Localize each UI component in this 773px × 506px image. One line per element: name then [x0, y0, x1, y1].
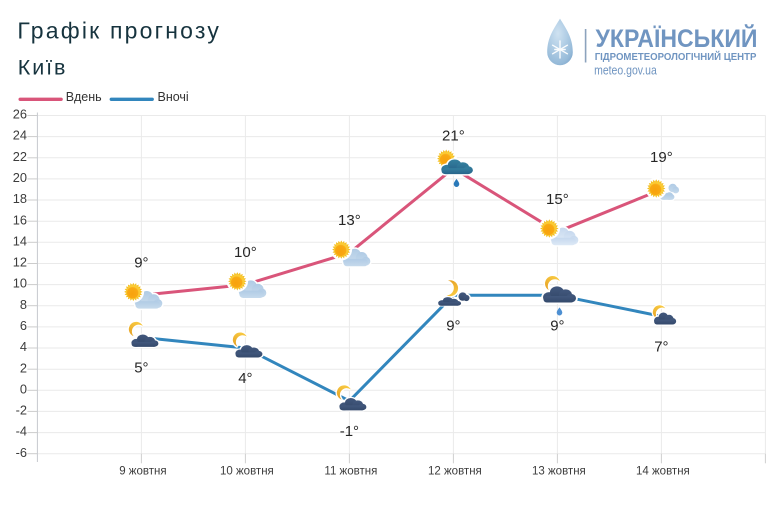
svg-text:14 жовтня: 14 жовтня	[636, 466, 690, 478]
svg-text:14: 14	[13, 233, 27, 248]
svg-text:9°: 9°	[134, 255, 148, 272]
svg-text:Київ: Київ	[18, 56, 68, 80]
svg-text:15°: 15°	[546, 191, 569, 208]
svg-text:Графік прогнозу: Графік прогнозу	[17, 18, 221, 44]
svg-text:12: 12	[13, 255, 27, 270]
svg-text:4: 4	[20, 339, 27, 354]
svg-text:26: 26	[13, 107, 27, 122]
svg-text:20: 20	[13, 170, 27, 185]
svg-text:13°: 13°	[338, 212, 361, 229]
svg-text:5°: 5°	[134, 360, 148, 377]
svg-text:7°: 7°	[654, 339, 668, 356]
svg-text:0: 0	[20, 381, 27, 396]
svg-text:4°: 4°	[238, 370, 252, 387]
svg-text:13 жовтня: 13 жовтня	[532, 466, 586, 478]
svg-text:12 жовтня: 12 жовтня	[428, 466, 482, 478]
svg-text:ГІДРОМЕТЕОРОЛОГІЧНИЙ ЦЕНТР: ГІДРОМЕТЕОРОЛОГІЧНИЙ ЦЕНТР	[595, 50, 757, 63]
svg-text:24: 24	[13, 128, 27, 143]
svg-text:6: 6	[20, 318, 27, 333]
svg-text:9°: 9°	[550, 317, 564, 334]
svg-text:8: 8	[20, 297, 27, 312]
svg-text:УКРАЇНСЬКИЙ: УКРАЇНСЬКИЙ	[596, 23, 758, 53]
svg-text:Вдень: Вдень	[66, 90, 102, 104]
svg-text:Вночі: Вночі	[158, 90, 189, 104]
svg-text:9°: 9°	[446, 317, 460, 334]
svg-text:meteo.gov.ua: meteo.gov.ua	[594, 64, 657, 78]
svg-text:10: 10	[13, 276, 27, 291]
svg-text:-2: -2	[16, 403, 27, 418]
svg-text:19°: 19°	[650, 149, 673, 166]
svg-text:-1°: -1°	[340, 423, 359, 440]
svg-text:16: 16	[13, 212, 27, 227]
svg-text:18: 18	[13, 191, 27, 206]
svg-text:2: 2	[20, 360, 27, 375]
svg-text:11 жовтня: 11 жовтня	[324, 466, 377, 478]
svg-text:-6: -6	[16, 445, 27, 460]
svg-text:10°: 10°	[234, 244, 257, 261]
svg-text:22: 22	[13, 149, 27, 164]
svg-text:21°: 21°	[442, 128, 465, 145]
svg-text:9 жовтня: 9 жовтня	[119, 466, 166, 478]
svg-text:-4: -4	[16, 424, 27, 439]
svg-text:10 жовтня: 10 жовтня	[220, 466, 274, 478]
